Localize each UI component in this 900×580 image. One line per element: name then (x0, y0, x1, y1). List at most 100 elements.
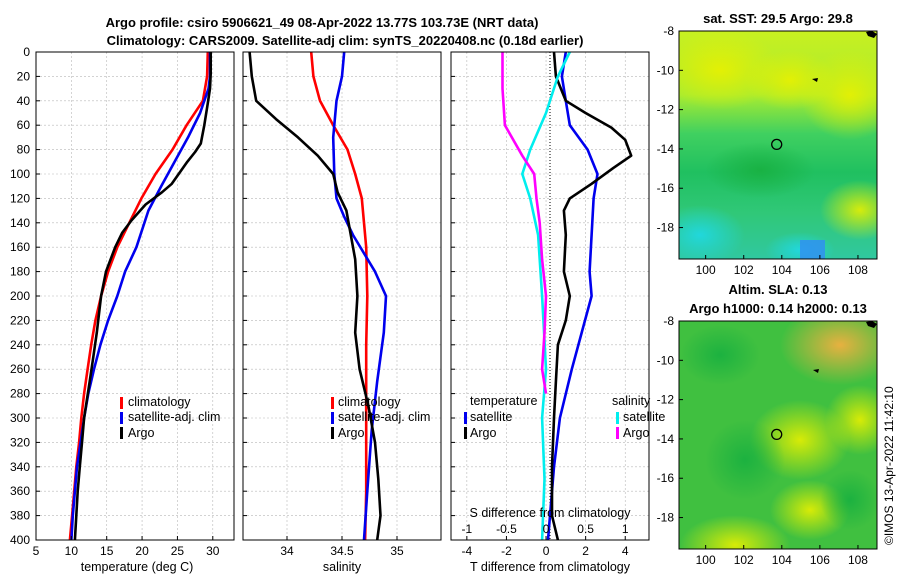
map-x-tick-label: 102 (734, 263, 754, 277)
salinity-lines (248, 51, 388, 541)
y-tick-label: 300 (10, 411, 30, 425)
series-line-argo (248, 51, 382, 541)
series-line-argo (73, 52, 212, 541)
altim-map-title-line1: Altim. SLA: 0.13 (729, 282, 828, 297)
y-tick-label: 400 (10, 533, 30, 547)
temperature-legend: climatology satellite-adj. clim Argo (120, 395, 220, 440)
x-tick-label: 0 (543, 544, 550, 558)
temperature-grid (36, 51, 234, 541)
difference-legend: temperature satellite Argo salinity sate… (464, 394, 665, 440)
s-tick-label: 0.5 (577, 522, 594, 536)
y-tick-label: 220 (10, 313, 30, 327)
altim-map-ticks: 100 102 104 106 108 -8 -10 -12 -14 -16 -18 (657, 314, 869, 567)
legend-swatch-s-argo (616, 427, 619, 439)
difference-grid (451, 51, 649, 541)
y-tick-label: 120 (10, 191, 30, 205)
legend-swatch-climatology (120, 397, 123, 409)
x-tick-label: 10 (65, 544, 79, 558)
legend-label-argo: Argo (128, 426, 154, 440)
map-x-tick-label: 104 (772, 263, 792, 277)
legend-label-t-argo: Argo (470, 426, 496, 440)
map-y-tick-label: -14 (657, 432, 675, 446)
s-tick-label: -0.5 (496, 522, 517, 536)
legend-label-climatology: climatology (338, 395, 401, 409)
series-line-t-satellite (546, 51, 599, 541)
imos-stamp: ©IMOS 13-Apr-2022 11:42:10 (882, 386, 896, 545)
s-tick-label: 1 (622, 522, 629, 536)
legend-swatch-climatology (331, 397, 334, 409)
s-tick-label: 0 (543, 522, 550, 536)
map-x-tick-label: 106 (810, 553, 830, 567)
legend-label-satellite: satellite-adj. clim (128, 410, 220, 424)
figure-title-line1: Argo profile: csiro 5906621_49 08-Apr-20… (106, 15, 539, 30)
x-tick-label: 5 (33, 544, 40, 558)
map-x-tick-label: 102 (734, 553, 754, 567)
series-line-s-argo (501, 52, 548, 394)
y-tick-label: 360 (10, 484, 30, 498)
sst-map-ticks: 100 102 104 106 108 -8 -10 -12 -14 -16 -18 (657, 24, 869, 277)
sst-map-frame (678, 30, 878, 260)
temperature-ticks: 5 10 15 20 25 3002040608010012014016018020022… (10, 45, 220, 558)
altimetry-map: Altim. SLA: 0.13 Argo h1000: 0.14 h2000:… (657, 282, 878, 567)
s-tick-label: -1 (462, 522, 473, 536)
y-tick-label: 260 (10, 362, 30, 376)
sst-argo-position-marker (771, 138, 783, 151)
t-difference-xlabel: T difference from climatology (470, 560, 631, 574)
difference-lines (501, 51, 633, 541)
salinity-legend: climatology satellite-adj. clim Argo (331, 395, 430, 440)
map-x-tick-label: 106 (810, 263, 830, 277)
y-tick-label: 0 (23, 45, 30, 59)
legend-label-satellite: satellite-adj. clim (338, 410, 430, 424)
temperature-lines (68, 51, 212, 541)
y-tick-label: 80 (17, 143, 31, 157)
y-tick-label: 140 (10, 216, 30, 230)
map-y-tick-label: -14 (657, 142, 675, 156)
salinity-panel: 34 34.5 35 salinity climatology satellite-… (242, 51, 442, 574)
map-x-tick-label: 100 (696, 263, 716, 277)
y-tick-label: 60 (17, 118, 31, 132)
legend-swatch-argo (331, 427, 334, 439)
y-tick-label: 20 (17, 69, 31, 83)
legend-swatch-t-satellite (464, 412, 467, 424)
map-x-tick-label: 108 (848, 553, 868, 567)
y-tick-label: 100 (10, 167, 30, 181)
x-tick-label: 25 (171, 544, 185, 558)
legend-label-t-satellite: satellite (470, 410, 512, 424)
legend-heading-temperature: temperature (470, 394, 537, 408)
temperature-xlabel: temperature (deg C) (81, 560, 194, 574)
x-tick-label: 2 (582, 544, 589, 558)
altim-map-field (679, 321, 877, 549)
map-y-tick-label: -18 (657, 511, 675, 525)
salinity-grid (243, 51, 441, 541)
x-tick-label: -4 (462, 544, 473, 558)
map-y-tick-label: -10 (657, 353, 675, 367)
y-tick-label: 380 (10, 509, 30, 523)
difference-ticks: -4 -2 0 2 4 -1 -0.5 0 0.5 1 (451, 51, 629, 558)
map-y-tick-label: -8 (663, 24, 674, 38)
x-tick-label: 15 (100, 544, 114, 558)
y-tick-label: 200 (10, 289, 30, 303)
legend-label-climatology: climatology (128, 395, 191, 409)
map-x-tick-label: 108 (848, 263, 868, 277)
altim-map-frame (678, 320, 878, 550)
y-tick-label: 280 (10, 387, 30, 401)
series-line-t-argo (550, 51, 633, 541)
legend-swatch-satellite (331, 412, 334, 424)
altim-coastline (866, 321, 877, 328)
legend-swatch-satellite (120, 412, 123, 424)
legend-label-argo: Argo (338, 426, 364, 440)
x-tick-label: 34.5 (330, 544, 354, 558)
x-tick-label: 35 (390, 544, 404, 558)
sst-map-field (679, 31, 877, 259)
s-difference-xlabel: S difference from climatology (470, 506, 632, 520)
sst-island (812, 78, 818, 82)
sst-coastline (866, 31, 877, 38)
altim-island (813, 369, 819, 373)
map-y-tick-label: -12 (657, 393, 675, 407)
y-tick-label: 180 (10, 265, 30, 279)
legend-label-s-satellite: satellite (623, 410, 665, 424)
figure-title-line2: Climatology: CARS2009. Satellite-adj cli… (107, 33, 584, 48)
map-y-tick-label: -18 (657, 221, 675, 235)
legend-swatch-argo (120, 427, 123, 439)
